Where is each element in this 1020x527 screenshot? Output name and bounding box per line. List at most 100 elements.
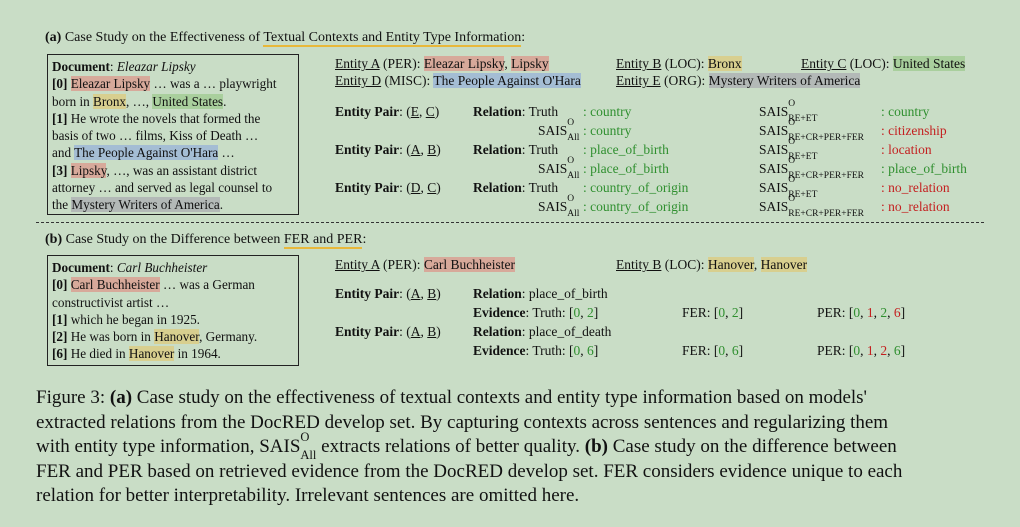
entity-a-b: Entity A (PER): Carl Buchheister [335,257,516,273]
doc-a-line: born in Bronx, …, United States. [52,93,294,110]
doc-b-text: He died in [67,346,129,362]
doc-a-text: … [218,145,235,161]
doc-b-idx: [1] [52,311,68,327]
evidence-idx: 0 [573,343,581,358]
doc-a-entity: United States [152,93,224,109]
entity-value: Carl Buchheister [423,257,516,272]
entity-label: Entity A [335,56,380,71]
entity-pair: Entity Pair: (A, B) [335,286,441,301]
entity-pair: Entity Pair: (A, B) [335,324,441,339]
sais-text: SAIS [259,436,301,457]
relation-label: Relation [473,180,522,195]
sais-sub: All [567,133,580,143]
entity-value: Lipsky [511,56,549,71]
part-b-title-suffix: : [362,232,367,247]
doc-b-text: which he began in 1925. [67,311,200,327]
doc-b-text: … was a German [159,277,255,293]
doc-b-line: [0] Carl Buchheister … was a German [52,276,294,293]
sais-text: SAIS [759,180,789,195]
part-a-title: (a) Case Study on the Effectiveness of T… [45,30,526,47]
sais-script: O RE+CR+PER+FER [788,156,864,180]
doc-a-entity: Eleazar Lipsky [70,76,151,92]
pred-relation: citizenship [888,123,947,138]
sais-full-value: : citizenship [881,123,947,138]
evidence-idx: 2 [587,305,594,320]
entity-type: (MISC): [381,73,434,88]
sais-sub: RE+ET [788,190,818,200]
relation-truth: Relation: Truth [473,180,559,195]
sais-script: O RE+ET [788,137,817,161]
entity-b-a: Entity B (LOC): Bronx [616,56,742,72]
relation-label: Relation [473,142,522,157]
sais-sup: O [567,156,575,166]
entity-value: Bronx [707,56,742,71]
relation-label: Relation [473,104,522,119]
evidence-idx: 2 [880,305,888,320]
caption-line: FER and PER based on retrieved evidence … [36,460,903,482]
doc-b-line: [6] He died in Hanover in 1964. [52,345,294,362]
sais-text: SAIS [759,161,789,176]
pair-label: Entity Pair [335,180,400,195]
doc-b-label: Document [52,260,110,275]
sais-script: O All [567,156,579,180]
evidence-label: Evidence [473,343,526,358]
part-a-title-suffix: : [521,30,526,45]
doc-a-entity: Bronx [93,93,126,109]
entity-value: Hanover [707,257,754,272]
doc-b-idx: [2] [52,329,68,345]
pair-first: A [410,142,421,157]
doc-a-text: born in [52,93,94,109]
evidence-row: Evidence: Truth: [0, 2] [473,305,599,320]
truth-value: : country_of_origin [583,180,689,195]
entity-label: Entity C [801,56,847,71]
sais-reet-pred: SAIS O RE+ET [759,137,817,161]
doc-a-line: and The People Against O'Hara … [52,144,294,161]
pair-second: B [427,286,437,301]
caption-line: extracted relations from the DocRED deve… [36,411,889,433]
entity-value: Eleazar Lipsky [423,56,505,71]
entity-sep: , [504,56,512,71]
doc-a-line: [1] He wrote the novels that formed the [52,110,294,127]
doc-b-line: constructivist artist … [52,294,170,310]
evidence-idx: 0 [573,305,581,320]
pred-relation: location [888,142,932,157]
entity-value: Mystery Writers of America [708,73,861,88]
pair-label: Entity Pair [335,324,400,339]
relation-label: Relation [473,324,522,339]
sais-sup: O [788,137,796,147]
sais-script: O All [567,118,580,143]
sais-script: O RE+ET [788,99,817,123]
sais-reet-value: : no_relation [881,180,950,195]
pair-second: C [425,104,435,119]
sais-text: SAIS [538,199,568,214]
fer-label: FER [682,343,707,358]
pred-relation: country [590,123,632,138]
sais-label: SAIS O All [538,156,579,180]
entity-pair: Entity Pair: (D, C) [335,180,441,195]
doc-b-line: [2] He was born in Hanover, Germany. [52,328,294,345]
caption-line: with entity type information, SAIS O All e… [36,431,996,461]
sais-sup: O [788,175,796,185]
sais-sup: O [300,430,310,444]
sais-full-pred: SAIS O RE+CR+PER+FER [759,194,864,218]
doc-a-text: … was a … playwright [150,76,277,92]
part-a-label: (a) [45,30,62,45]
evidence-idx: 0 [718,305,726,320]
relation-truth: Relation: Truth [473,104,559,119]
caption-text: Case study on the difference between [608,436,897,457]
sais-script: O All [567,194,579,218]
pair-first: E [410,104,419,119]
document-box-b: Document: Carl Buchheister [0] Carl Buch… [47,255,299,366]
sais-all-value: : place_of_birth [583,161,669,176]
evidence-idx: 1 [866,343,874,358]
caption-line: Figure 3: (a) Case study on the effectiv… [36,386,996,411]
sais-label: SAIS O RE+ET [759,137,817,161]
sais-sup: O [788,194,796,204]
evidence-idx: 0 [853,305,861,320]
per-evidence: PER: [0, 1, 2, 6] [817,343,906,358]
truth-relation: country [590,104,632,119]
relation-row: Relation: place_of_death [473,324,612,339]
figure-caption: Figure 3: (a) Case study on the effectiv… [36,386,996,509]
doc-b-title: Carl Buchheister [116,260,208,275]
doc-a-idx: [3] [52,162,68,178]
